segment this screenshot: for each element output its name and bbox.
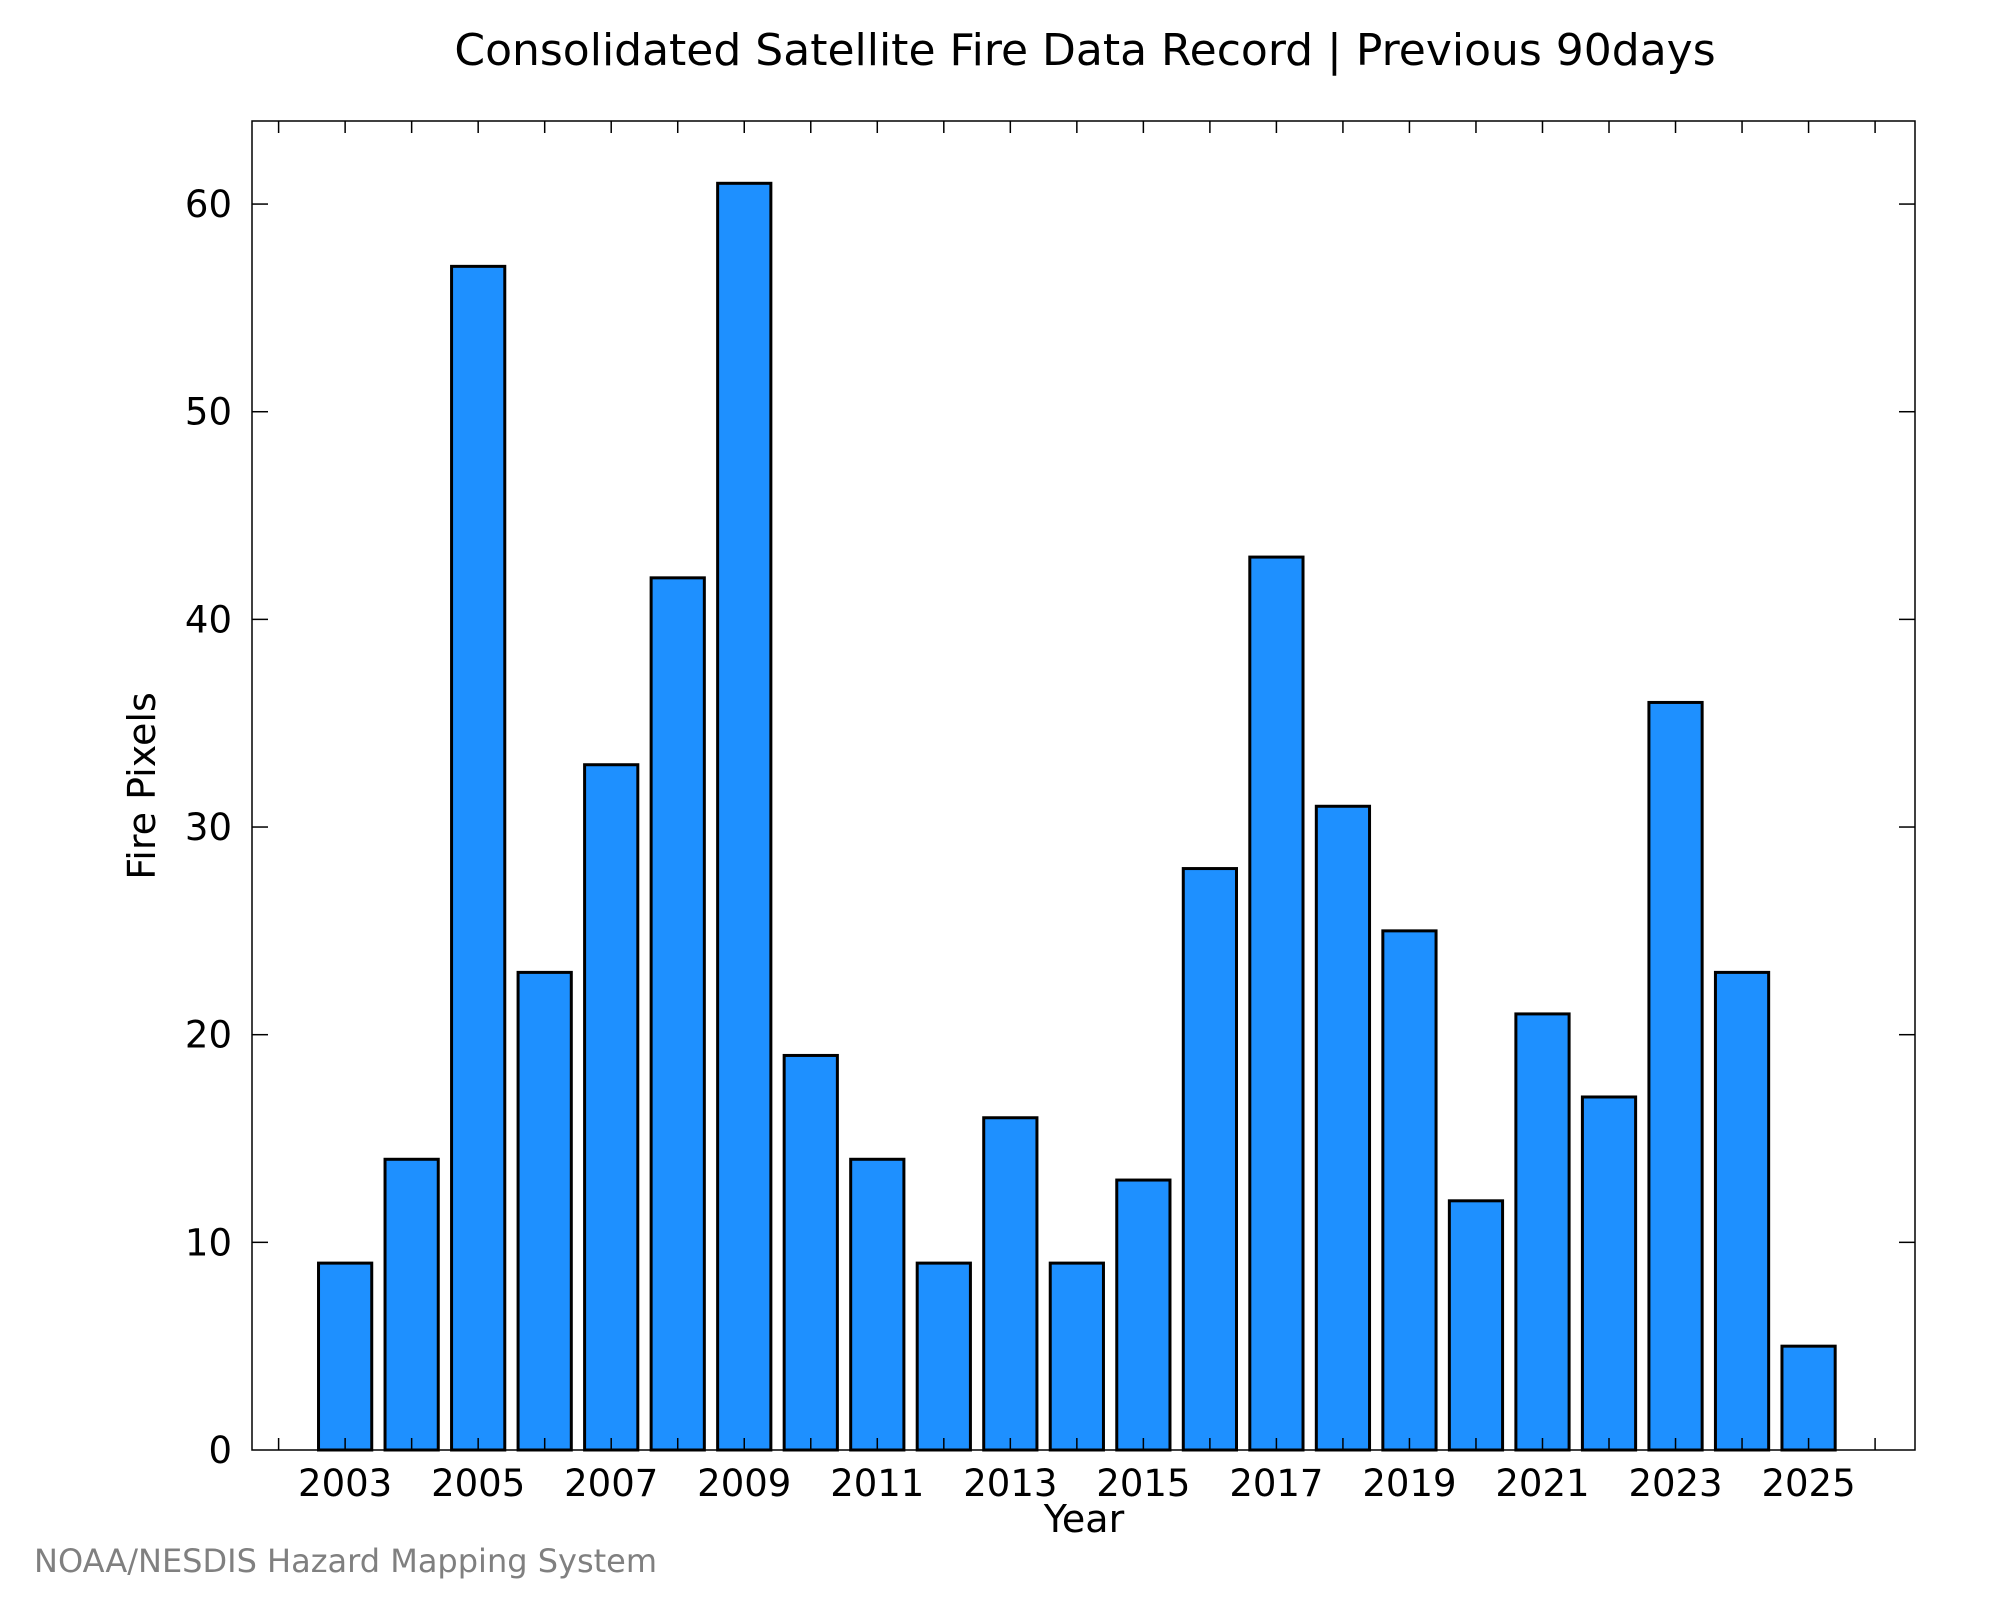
- bar-2008: [649, 576, 706, 1452]
- source-footer: NOAA/NESDIS Hazard Mapping System: [34, 1542, 657, 1580]
- y-tick-label: 40: [185, 598, 232, 641]
- y-tick-label: 0: [208, 1429, 232, 1472]
- plot-frame: [251, 120, 1916, 1451]
- x-tick-label: 2007: [564, 1462, 658, 1505]
- bar-2015: [1115, 1178, 1172, 1452]
- x-tick-label: 2003: [298, 1462, 392, 1505]
- x-tick-label: 2005: [431, 1462, 525, 1505]
- bar-2007: [583, 763, 640, 1452]
- bar-2009: [716, 181, 773, 1452]
- x-tick-label: 2019: [1362, 1462, 1456, 1505]
- bar-2023: [1647, 700, 1704, 1452]
- bar-2014: [1048, 1261, 1105, 1452]
- x-tick-label: 2011: [830, 1462, 924, 1505]
- y-tick-label: 20: [185, 1014, 232, 1057]
- y-tick-label: 50: [185, 391, 232, 434]
- y-tick-label: 60: [185, 183, 232, 226]
- x-tick-label: 2013: [963, 1462, 1057, 1505]
- bars-group: [317, 181, 1837, 1452]
- bar-2010: [782, 1053, 839, 1452]
- bar-2022: [1580, 1095, 1638, 1452]
- bar-2006: [516, 970, 573, 1452]
- bar-2019: [1381, 929, 1438, 1452]
- y-tick-label: 10: [185, 1221, 232, 1264]
- chart-title: Consolidated Satellite Fire Data Record …: [454, 25, 1715, 76]
- bar-2003: [317, 1261, 374, 1452]
- bar-2004: [383, 1157, 440, 1452]
- bar-2011: [849, 1157, 906, 1452]
- x-tick-label: 2023: [1628, 1462, 1722, 1505]
- bar-2020: [1447, 1199, 1505, 1452]
- y-axis-ticks: 0 10 20 30 40 50 60: [185, 183, 1915, 1472]
- bar-2018: [1314, 804, 1372, 1452]
- x-tick-label: 2021: [1495, 1462, 1589, 1505]
- x-tick-label: 2025: [1761, 1462, 1855, 1505]
- y-tick-label: 30: [185, 806, 232, 849]
- bar-2025: [1780, 1344, 1837, 1452]
- bar-2021: [1514, 1012, 1571, 1452]
- x-tick-label: 2017: [1229, 1462, 1323, 1505]
- x-tick-label: 2015: [1096, 1462, 1190, 1505]
- x-axis-ticks: 2003 2005 2007 2009 2011 2013 2015 2017 2019 2021…: [277, 121, 1876, 1505]
- bar-2016: [1181, 867, 1239, 1452]
- bar-2013: [982, 1116, 1039, 1452]
- x-axis-label: Year: [1043, 1497, 1125, 1541]
- bar-2017: [1248, 555, 1305, 1452]
- bar-2005: [450, 264, 507, 1452]
- y-axis-label: Fire Pixels: [120, 692, 164, 880]
- bar-2024: [1713, 970, 1771, 1452]
- x-tick-label: 2009: [697, 1462, 791, 1505]
- bar-2012: [915, 1261, 972, 1452]
